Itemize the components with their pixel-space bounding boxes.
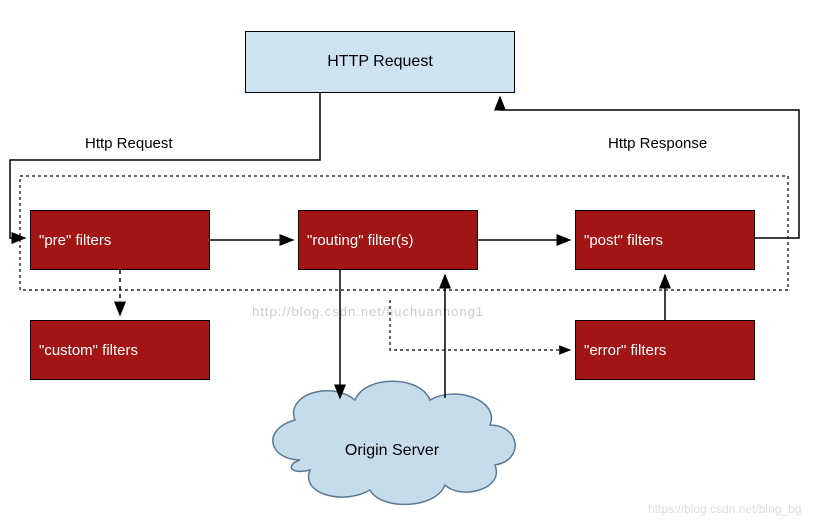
http-request-edge-label: Http Request	[85, 135, 173, 152]
http-request-box: HTTP Request	[245, 32, 515, 92]
watermark-center: http://blog.csdn.net/liuchuanhong1	[252, 304, 484, 319]
pre-filters-box: "pre" filters	[30, 210, 210, 270]
http-request-label: HTTP Request	[327, 53, 433, 71]
watermark-corner: https://blog.csdn.net/bing_bg	[648, 502, 801, 516]
post-filters-box: "post" filters	[575, 210, 755, 270]
origin-server-label: Origin Server	[345, 442, 440, 459]
routing-filters-label: "routing" filter(s)	[307, 232, 414, 249]
http-request-fill: HTTP Request	[245, 31, 515, 93]
pre-filters-label: "pre" filters	[39, 232, 111, 249]
error-filters-box: "error" filters	[575, 320, 755, 380]
routing-filters-box: "routing" filter(s)	[298, 210, 478, 270]
origin-server-cloud: Origin Server	[273, 381, 515, 504]
post-filters-label: "post" filters	[584, 232, 663, 249]
custom-filters-box: "custom" filters	[30, 320, 210, 380]
http-response-edge-label: Http Response	[608, 135, 707, 152]
error-filters-label: "error" filters	[584, 342, 666, 359]
custom-filters-label: "custom" filters	[39, 342, 138, 359]
